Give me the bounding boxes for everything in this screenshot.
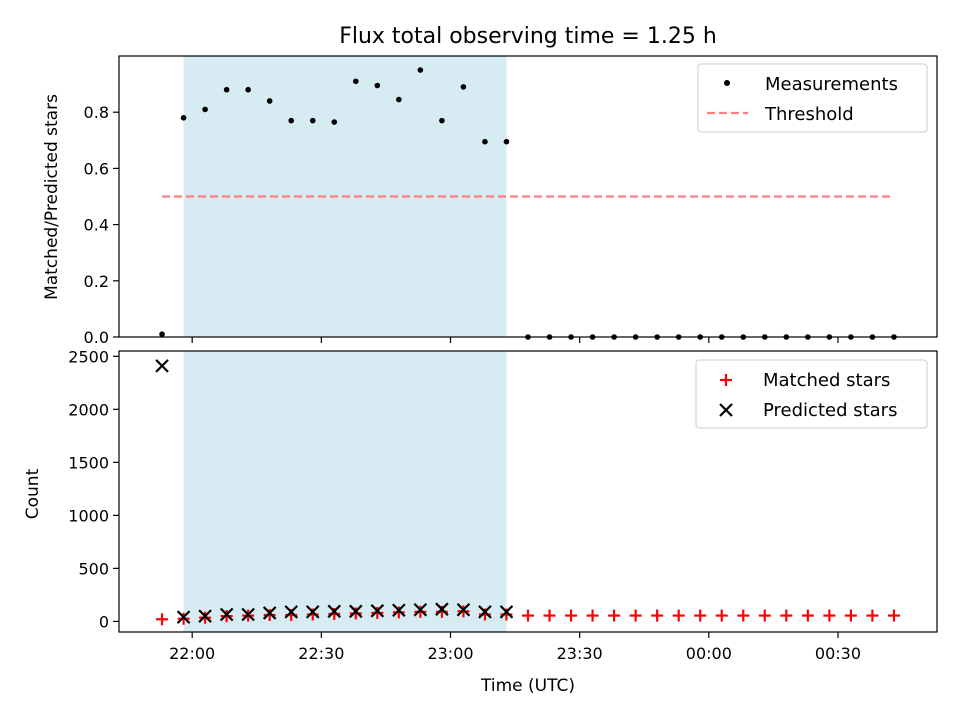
matched-stars-point (758, 609, 771, 622)
matched-stars-point (844, 609, 857, 622)
x-tick-label: 23:30 (557, 644, 603, 663)
measurements-point (352, 78, 359, 85)
predicted-stars-point (392, 603, 406, 618)
bottom-panel: 0 500 1000 1500 2000 2500 22:00 22:30 23:00 23:3… (23, 347, 938, 696)
predicted-stars-point (478, 605, 492, 619)
top-y-tick-label: 0.2 (84, 272, 109, 291)
predicted-stars-point (305, 605, 320, 619)
predicted-stars-point (284, 605, 298, 619)
measurements-point (159, 331, 165, 337)
measurements-point (482, 138, 488, 145)
matched-stars-point (586, 609, 599, 622)
bottom-y-tick-label: 2000 (68, 400, 109, 419)
matched-stars-point (263, 609, 276, 622)
top-legend: Measurements Threshold (697, 63, 928, 133)
measurements-point (202, 106, 208, 113)
predicted-stars-point (349, 604, 363, 619)
predicted-stars-point (219, 607, 234, 622)
legend-marker-matched-stars (720, 374, 732, 386)
predicted-stars-point (413, 602, 428, 617)
measurements-point (180, 115, 187, 121)
matched-stars-point (522, 609, 534, 622)
predicted-stars-point (456, 602, 471, 617)
x-tick-label: 23:00 (427, 644, 473, 663)
predicted-stars-point (499, 605, 514, 619)
top-axes-frame (118, 55, 938, 338)
measurements-point (331, 119, 338, 125)
top-y-tick-label: 0.8 (84, 103, 109, 122)
matched-stars-point (220, 610, 233, 623)
matched-stars-point (780, 609, 793, 622)
matched-stars-point (177, 612, 190, 625)
measurements-point (288, 117, 295, 124)
legend-label-matched-stars: Matched stars (763, 370, 890, 391)
x-tick-label: 22:30 (298, 644, 344, 663)
predicted-stars-point (370, 604, 385, 618)
matched-stars-point (737, 609, 750, 622)
bottom-y-axis-label: Count (23, 468, 43, 519)
matched-stars-point (199, 611, 212, 624)
predicted-stars-point (241, 607, 255, 622)
top-y-tick-label: 0.0 (84, 328, 109, 347)
matched-stars-point (672, 609, 685, 622)
measurements-point (460, 84, 467, 90)
matched-stars-point (349, 607, 362, 620)
matched-stars-point (651, 609, 664, 622)
legend-marker-predicted-stars (719, 403, 733, 417)
bottom-y-tick-label: 1000 (68, 506, 109, 525)
legend-marker-measurements (724, 80, 730, 86)
matched-stars-point (371, 606, 384, 619)
x-axis-label: Time (UTC) (480, 676, 575, 696)
x-tick-label: 00:30 (815, 644, 861, 663)
bottom-legend: Matched stars Predicted stars (695, 359, 928, 429)
matched-stars-point (156, 613, 169, 626)
measurements-point (417, 67, 424, 73)
matched-stars-point (565, 609, 578, 622)
legend-label-threshold: Threshold (764, 104, 854, 125)
predicted-stars-point (155, 359, 169, 373)
predicted-stars-point (262, 606, 277, 620)
bottom-y-tick-label: 1500 (68, 453, 109, 472)
matched-stars-point (715, 609, 728, 622)
measurements-point (503, 138, 510, 145)
bottom-y-tick-label: 500 (78, 559, 109, 578)
matched-stars-point (887, 609, 900, 622)
predicted-stars-point (176, 610, 191, 624)
legend-label-predicted-stars: Predicted stars (763, 400, 897, 421)
top-y-tick-label: 0.6 (84, 159, 109, 178)
bottom-y-tick-label: 0 (99, 612, 109, 631)
measurements-point (223, 86, 230, 93)
predicted-stars-point (327, 604, 342, 619)
measurements-point (245, 86, 251, 93)
matched-stars-point (823, 609, 836, 622)
measurements-point (439, 117, 445, 124)
matched-stars-point (801, 609, 814, 622)
bottom-y-tick-label: 2500 (68, 347, 109, 366)
legend-label-measurements: Measurements (765, 74, 898, 95)
matched-stars-point (694, 609, 707, 622)
matched-stars-point (457, 605, 470, 618)
matched-stars-point (866, 609, 879, 622)
x-tick-label: 22:00 (169, 644, 215, 663)
bottom-shaded-interval (183, 351, 507, 632)
measurements-point (374, 82, 381, 89)
measurements-point (266, 98, 273, 104)
chart-title: Flux total observing time = 1.25 h (339, 24, 717, 49)
matched-stars-point (629, 609, 642, 622)
measurements-point (309, 117, 316, 124)
bottom-axes-frame (118, 350, 938, 633)
predicted-stars-point (435, 602, 449, 616)
top-panel: 0.00.20.40.60.8 Matched/Predicted stars … (42, 55, 938, 347)
top-y-tick-label: 0.4 (84, 216, 109, 235)
predicted-stars-point (198, 609, 212, 623)
matched-stars-point (392, 606, 405, 619)
x-tick-label: 00:00 (686, 644, 732, 663)
matched-stars-point (543, 609, 556, 622)
matched-stars-point (608, 609, 621, 622)
top-y-axis-label: Matched/Predicted stars (42, 94, 62, 300)
matched-stars-point (414, 605, 427, 618)
measurements-point (396, 96, 402, 103)
